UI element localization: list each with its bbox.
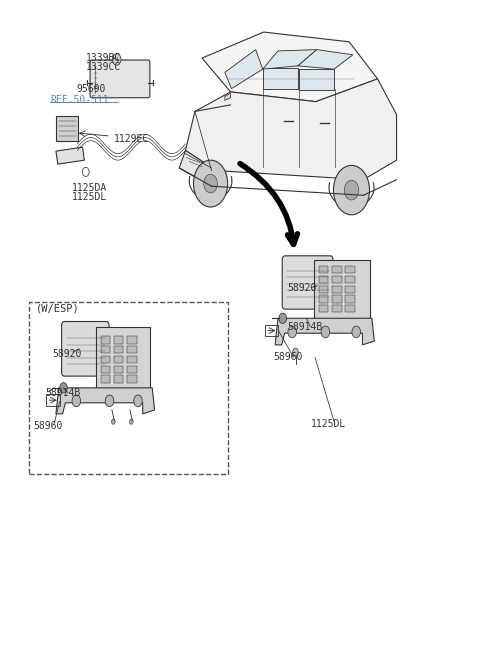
Polygon shape [263, 68, 298, 89]
Polygon shape [225, 50, 263, 89]
Bar [47, 394, 60, 406]
Bar [127, 366, 137, 373]
Bar [100, 356, 110, 363]
Bar [345, 305, 355, 312]
Circle shape [112, 54, 121, 65]
Bar [29, 302, 228, 474]
Circle shape [204, 174, 217, 193]
Bar [100, 375, 110, 382]
Text: 58920: 58920 [288, 283, 317, 293]
Polygon shape [202, 32, 378, 102]
Circle shape [105, 395, 114, 407]
Bar [114, 375, 123, 382]
Bar [114, 337, 123, 344]
Text: 58914B: 58914B [288, 321, 323, 332]
Polygon shape [275, 318, 374, 345]
Circle shape [111, 419, 115, 424]
Text: 58960: 58960 [273, 352, 302, 362]
Bar [319, 286, 328, 293]
Bar [345, 276, 355, 283]
Bar [114, 346, 123, 354]
Bar [100, 366, 110, 373]
Text: (W/ESP): (W/ESP) [36, 304, 80, 314]
Bar [345, 286, 355, 293]
Text: 1339CC: 1339CC [86, 62, 121, 72]
Text: REF.50-511: REF.50-511 [50, 94, 109, 105]
Circle shape [134, 395, 142, 407]
Bar [345, 295, 355, 302]
Text: 1125DL: 1125DL [72, 192, 107, 201]
Polygon shape [300, 69, 334, 90]
Circle shape [60, 382, 67, 393]
Bar [100, 346, 110, 354]
Polygon shape [56, 147, 84, 164]
Text: 58960: 58960 [34, 420, 63, 430]
Text: 58920: 58920 [53, 349, 82, 359]
Bar [319, 266, 328, 274]
Text: 58914B: 58914B [46, 388, 81, 398]
FancyBboxPatch shape [96, 327, 150, 389]
Text: 1339BC: 1339BC [86, 53, 121, 63]
Bar [332, 305, 342, 312]
Bar [127, 346, 137, 354]
Bar [332, 276, 342, 283]
Text: 1125DA: 1125DA [72, 183, 107, 193]
Text: 95690: 95690 [76, 83, 106, 94]
FancyBboxPatch shape [90, 60, 150, 98]
Bar [319, 276, 328, 283]
Polygon shape [185, 79, 396, 180]
Polygon shape [225, 93, 230, 100]
Circle shape [130, 419, 133, 424]
Bar [319, 295, 328, 302]
Bar [127, 356, 137, 363]
Circle shape [72, 395, 81, 407]
FancyBboxPatch shape [61, 321, 109, 376]
Circle shape [344, 180, 359, 200]
Circle shape [288, 326, 297, 338]
Bar [332, 266, 342, 274]
Bar [345, 266, 355, 274]
Bar [319, 305, 328, 312]
Bar [265, 325, 278, 337]
Polygon shape [263, 50, 317, 69]
Circle shape [293, 348, 299, 356]
Polygon shape [298, 50, 353, 69]
Circle shape [321, 326, 330, 338]
Polygon shape [56, 388, 155, 414]
Bar [114, 356, 123, 363]
Bar [127, 337, 137, 344]
FancyBboxPatch shape [56, 116, 78, 140]
Text: 1125DL: 1125DL [311, 419, 347, 429]
Circle shape [193, 160, 228, 207]
Polygon shape [179, 150, 216, 186]
FancyBboxPatch shape [282, 256, 333, 309]
Bar [114, 366, 123, 373]
Bar [127, 375, 137, 382]
Bar [332, 295, 342, 302]
FancyBboxPatch shape [314, 260, 371, 319]
Bar [332, 286, 342, 293]
Circle shape [352, 326, 360, 338]
Circle shape [334, 165, 370, 215]
Text: 1129EC: 1129EC [114, 134, 150, 144]
Circle shape [279, 313, 287, 323]
Bar [100, 337, 110, 344]
